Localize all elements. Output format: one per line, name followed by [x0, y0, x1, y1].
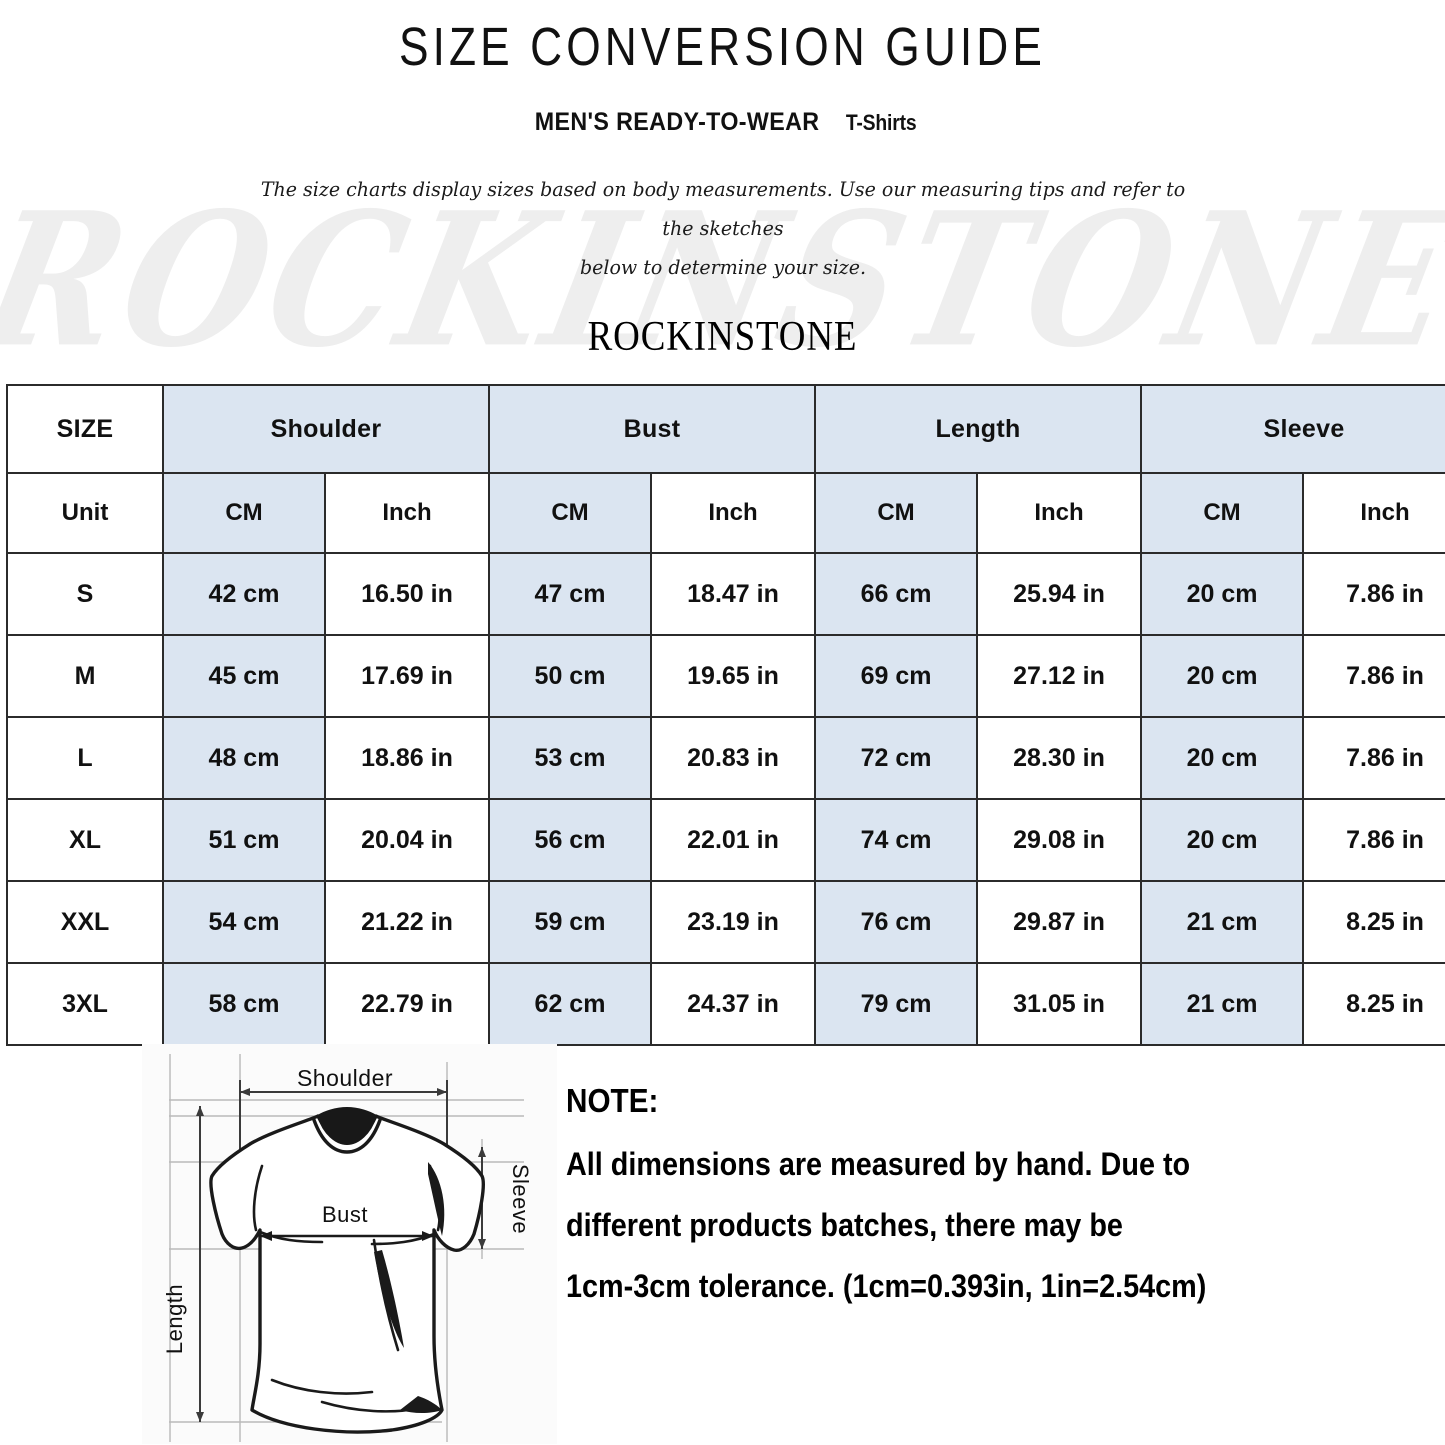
unit-cell-bust-cm: CM — [488, 472, 652, 554]
cell-length-in: 31.05 in — [976, 962, 1143, 1046]
header-cell-bust: Bust — [487, 384, 817, 474]
table-group-header-row: SIZE Shoulder Bust Length Sleeve — [6, 384, 1445, 474]
diagram-label-sleeve: Sleeve — [508, 1164, 533, 1234]
cell-sleeve-cm: 21 cm — [1140, 962, 1305, 1046]
cell-bust-cm: 59 cm — [488, 880, 652, 964]
cell-sleeve-in: 8.25 in — [1302, 962, 1445, 1046]
diagram-label-bust: Bust — [322, 1202, 368, 1227]
table-unit-row: Unit CM Inch CM Inch CM Inch CM Inch — [6, 472, 1445, 554]
cell-length-cm: 66 cm — [814, 552, 979, 636]
note-title: NOTE: — [566, 1082, 659, 1119]
diagram-label-shoulder: Shoulder — [297, 1065, 393, 1091]
description-line-2: below to determine your size. — [579, 255, 866, 279]
cell-length-cm: 76 cm — [814, 880, 979, 964]
cell-shoulder-cm: 58 cm — [162, 962, 326, 1046]
cell-size: XXL — [6, 880, 164, 964]
cell-length-cm: 74 cm — [814, 798, 979, 882]
note-line-3: 1cm-3cm tolerance. (1cm=0.393in, 1in=2.5… — [566, 1268, 1207, 1304]
unit-cell-sleeve-inch: Inch — [1302, 472, 1445, 554]
diagram-label-length: Length — [162, 1284, 187, 1354]
brand-name: ROCKINSTONE — [587, 314, 858, 360]
cell-sleeve-in: 7.86 in — [1302, 716, 1445, 800]
table-row: L 48 cm 18.86 in 53 cm 20.83 in 72 cm 28… — [6, 716, 1445, 800]
unit-cell-shoulder-cm: CM — [162, 472, 326, 554]
note-block: NOTE: All dimensions are measured by han… — [566, 1082, 1416, 1329]
cell-length-in: 28.30 in — [976, 716, 1143, 800]
cell-bust-in: 22.01 in — [649, 798, 817, 882]
unit-cell-length-cm: CM — [814, 472, 979, 554]
description-line-1: The size charts display sizes based on b… — [260, 177, 1185, 240]
cell-size: M — [6, 634, 164, 718]
cell-length-in: 29.08 in — [976, 798, 1143, 882]
table-row: M 45 cm 17.69 in 50 cm 19.65 in 69 cm 27… — [6, 634, 1445, 718]
cell-shoulder-in: 20.04 in — [324, 798, 490, 882]
header-cell-sleeve: Sleeve — [1140, 384, 1445, 474]
table-row: S 42 cm 16.50 in 47 cm 18.47 in 66 cm 25… — [6, 552, 1445, 636]
cell-length-cm: 69 cm — [814, 634, 979, 718]
size-table-container: SIZE Shoulder Bust Length Sleeve Unit CM… — [6, 384, 1445, 1046]
cell-size: XL — [6, 798, 164, 882]
note-line-1: All dimensions are measured by hand. Due… — [566, 1146, 1191, 1182]
table-row: 3XL 58 cm 22.79 in 62 cm 24.37 in 79 cm … — [6, 962, 1445, 1046]
cell-size: L — [6, 716, 164, 800]
table-row: XL 51 cm 20.04 in 56 cm 22.01 in 74 cm 2… — [6, 798, 1445, 882]
unit-cell-shoulder-inch: Inch — [324, 472, 490, 554]
header-cell-shoulder: Shoulder — [162, 384, 490, 474]
cell-bust-in: 18.47 in — [649, 552, 817, 636]
cell-shoulder-in: 16.50 in — [324, 552, 490, 636]
subtitle-category: MEN'S READY-TO-WEAR — [534, 108, 820, 136]
cell-sleeve-cm: 21 cm — [1140, 880, 1305, 964]
cell-shoulder-in: 17.69 in — [324, 634, 490, 718]
unit-cell-bust-inch: Inch — [649, 472, 817, 554]
cell-shoulder-cm: 51 cm — [162, 798, 326, 882]
page-title: SIZE CONVERSION GUIDE — [398, 17, 1047, 77]
cell-length-in: 27.12 in — [976, 634, 1143, 718]
bottom-section: Shoulder Bust Length Sleeve NOTE: All di… — [0, 1042, 1445, 1445]
cell-shoulder-cm: 54 cm — [162, 880, 326, 964]
cell-sleeve-cm: 20 cm — [1140, 634, 1305, 718]
cell-bust-in: 20.83 in — [649, 716, 817, 800]
cell-bust-cm: 50 cm — [488, 634, 652, 718]
cell-shoulder-in: 21.22 in — [324, 880, 490, 964]
cell-length-cm: 79 cm — [814, 962, 979, 1046]
cell-bust-cm: 53 cm — [488, 716, 652, 800]
cell-shoulder-in: 18.86 in — [324, 716, 490, 800]
cell-shoulder-cm: 42 cm — [162, 552, 326, 636]
cell-sleeve-cm: 20 cm — [1140, 552, 1305, 636]
subtitle: MEN'S READY-TO-WEAR T-Shirts — [0, 108, 1445, 137]
size-conversion-table: SIZE Shoulder Bust Length Sleeve Unit CM… — [6, 384, 1445, 1046]
header-cell-length: Length — [814, 384, 1143, 474]
unit-cell-label: Unit — [6, 472, 164, 554]
cell-bust-in: 19.65 in — [649, 634, 817, 718]
cell-bust-in: 23.19 in — [649, 880, 817, 964]
description: The size charts display sizes based on b… — [248, 170, 1198, 287]
note-line-2: different products batches, there may be — [566, 1207, 1123, 1243]
cell-sleeve-in: 7.86 in — [1302, 552, 1445, 636]
cell-sleeve-cm: 20 cm — [1140, 716, 1305, 800]
cell-length-in: 25.94 in — [976, 552, 1143, 636]
cell-shoulder-in: 22.79 in — [324, 962, 490, 1046]
cell-bust-cm: 47 cm — [488, 552, 652, 636]
cell-size: 3XL — [6, 962, 164, 1046]
cell-shoulder-cm: 48 cm — [162, 716, 326, 800]
cell-bust-cm: 56 cm — [488, 798, 652, 882]
cell-size: S — [6, 552, 164, 636]
subtitle-product: T-Shirts — [845, 110, 917, 135]
unit-cell-sleeve-cm: CM — [1140, 472, 1305, 554]
cell-length-cm: 72 cm — [814, 716, 979, 800]
header-cell-size: SIZE — [6, 384, 164, 474]
cell-shoulder-cm: 45 cm — [162, 634, 326, 718]
page-header: SIZE CONVERSION GUIDE MEN'S READY-TO-WEA… — [0, 0, 1445, 361]
unit-cell-length-inch: Inch — [976, 472, 1143, 554]
cell-bust-in: 24.37 in — [649, 962, 817, 1046]
cell-bust-cm: 62 cm — [488, 962, 652, 1046]
cell-length-in: 29.87 in — [976, 880, 1143, 964]
table-row: XXL 54 cm 21.22 in 59 cm 23.19 in 76 cm … — [6, 880, 1445, 964]
cell-sleeve-cm: 20 cm — [1140, 798, 1305, 882]
cell-sleeve-in: 7.86 in — [1302, 634, 1445, 718]
cell-sleeve-in: 7.86 in — [1302, 798, 1445, 882]
cell-sleeve-in: 8.25 in — [1302, 880, 1445, 964]
tshirt-measurement-diagram: Shoulder Bust Length Sleeve — [142, 1044, 557, 1444]
